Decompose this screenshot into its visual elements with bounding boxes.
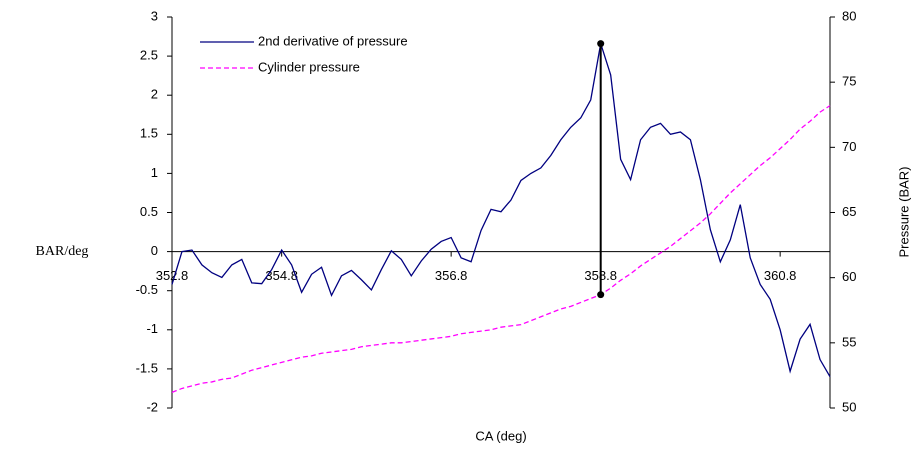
y-tick-label: 1.5 (140, 126, 158, 141)
y2-tick-label: 55 (842, 334, 856, 349)
x-tick-label: 354.8 (265, 268, 298, 283)
y-tick-label: 0.5 (140, 204, 158, 219)
series-line (171, 43, 831, 378)
pressure-point (597, 291, 605, 299)
y2-tick-label: 75 (842, 74, 856, 89)
y2-tick-label: 65 (842, 204, 856, 219)
x-tick-label: 360.8 (764, 268, 797, 283)
y-tick-label: -0.5 (136, 282, 158, 297)
legend-label: 2nd derivative of pressure (258, 33, 408, 48)
y-tick-label: 0 (151, 243, 158, 258)
y2-tick-label: 60 (842, 269, 856, 284)
y-tick-label: 2.5 (140, 48, 158, 63)
y-tick-label: 3 (151, 8, 158, 23)
y-tick-label: -2 (146, 399, 158, 414)
y-axis-label: BAR/deg (36, 244, 89, 259)
y-tick-label: -1 (146, 321, 158, 336)
peak-point (597, 40, 605, 48)
y2-tick-label: 80 (842, 8, 856, 23)
x-tick-label: 352.8 (156, 268, 189, 283)
y2-axis-label: Pressure (BAR) (896, 166, 911, 257)
series-line (171, 105, 831, 393)
y-tick-label: 1 (151, 165, 158, 180)
legend-label: Cylinder pressure (258, 59, 360, 74)
y2-tick-label: 70 (842, 139, 856, 154)
y-tick-label: -1.5 (136, 360, 158, 375)
x-axis-label: CA (deg) (475, 428, 526, 443)
y2-tick-label: 50 (842, 399, 856, 414)
x-tick-label: 356.8 (435, 268, 468, 283)
y-tick-label: 2 (151, 87, 158, 102)
